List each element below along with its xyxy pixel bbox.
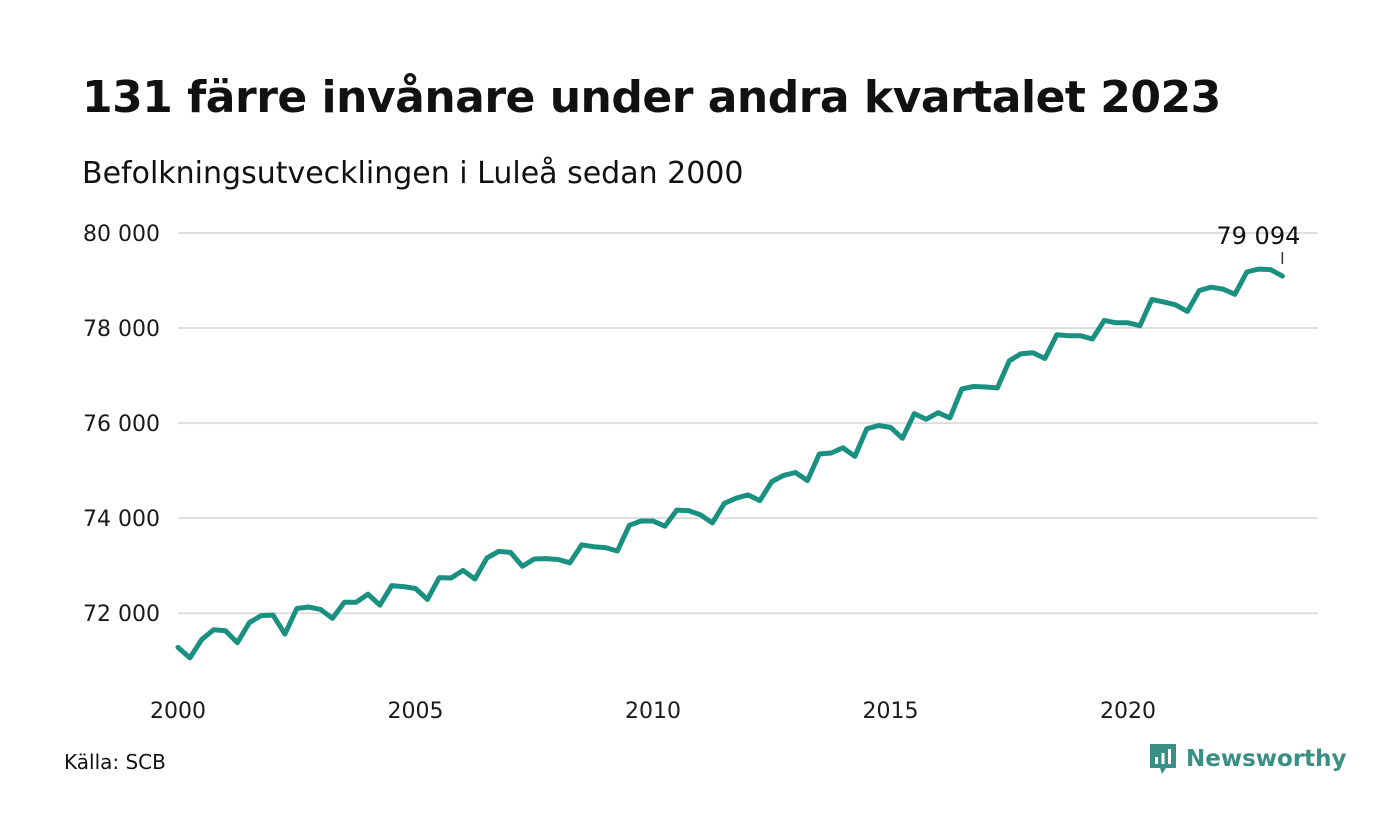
- population-series-line: [175, 266, 1285, 661]
- y-tick-label: 72 000: [83, 602, 160, 627]
- brand-logo[interactable]: Newsworthy: [1148, 742, 1347, 776]
- y-tick-label: 78 000: [83, 317, 160, 342]
- y-tick-label: 80 000: [83, 222, 160, 247]
- x-tick-label: 2010: [625, 699, 681, 724]
- y-tick-label: 74 000: [83, 507, 160, 532]
- gridlines: [178, 232, 1318, 615]
- x-axis-labels: 2000 2005 2010 2015 2020: [150, 699, 1156, 724]
- x-tick-label: 2000: [150, 699, 206, 724]
- newsworthy-logo-icon: [1150, 744, 1176, 774]
- x-tick-label: 2005: [388, 699, 444, 724]
- x-tick-label: 2020: [1100, 699, 1156, 724]
- source-label: Källa: SCB: [64, 750, 166, 774]
- brand-name: Newsworthy: [1186, 746, 1347, 772]
- x-tick-label: 2015: [863, 699, 919, 724]
- chart-title: 131 färre invånare under andra kvartalet…: [82, 72, 1221, 123]
- y-axis-labels: 72 000 74 000 76 000 78 000 80 000: [83, 222, 160, 627]
- last-value-annotation: 79 094: [1216, 222, 1300, 250]
- chart-subtitle: Befolkningsutvecklingen i Luleå sedan 20…: [82, 156, 744, 191]
- y-tick-label: 76 000: [83, 412, 160, 437]
